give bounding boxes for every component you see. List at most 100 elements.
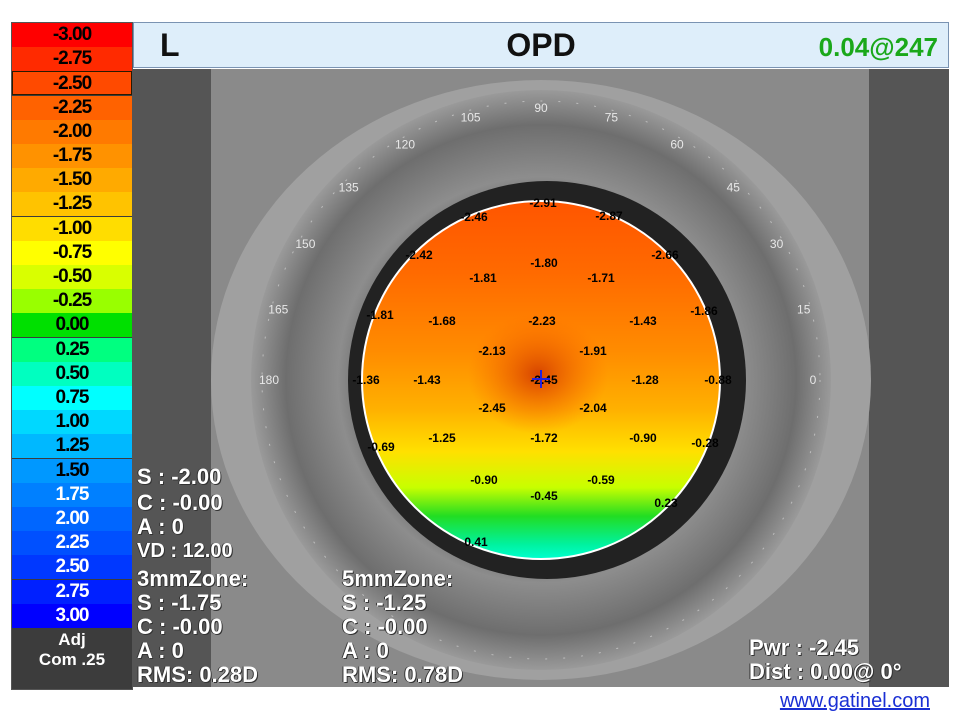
axis-label: 0 xyxy=(810,373,817,387)
axis-label: 135 xyxy=(339,181,359,195)
zone5-sphere: S : -1.25 xyxy=(342,590,427,615)
scale-swatch[interactable]: -2.00 xyxy=(12,119,132,144)
scale-swatch[interactable]: 2.50 xyxy=(12,555,132,580)
map-value: -1.36 xyxy=(352,373,380,387)
axis-label: 90 xyxy=(534,101,548,115)
crosshair-icon xyxy=(532,370,550,388)
scale-swatch[interactable]: 2.25 xyxy=(12,531,132,556)
map-value: -2.42 xyxy=(405,248,433,262)
scale-swatch[interactable]: -0.25 xyxy=(12,289,132,314)
map-value: -0.88 xyxy=(704,373,732,387)
axis-label: 15 xyxy=(797,303,811,317)
left-panel-vd: VD : 12.00 xyxy=(137,540,233,562)
map-header: L OPD 0.04@247 xyxy=(133,22,949,68)
zone3-cylinder: C : -0.00 xyxy=(137,614,223,639)
scale-swatch[interactable]: 3.00 xyxy=(12,603,132,628)
scale-swatch[interactable]: -2.25 xyxy=(12,95,132,120)
scale-swatch[interactable]: 1.00 xyxy=(12,410,132,435)
map-value: -0.90 xyxy=(470,473,498,487)
axis-tick-ring xyxy=(261,100,821,660)
map-value: -1.28 xyxy=(631,373,659,387)
scale-swatch[interactable]: -2.75 xyxy=(12,47,132,72)
map-value: -1.25 xyxy=(428,431,456,445)
scale-swatch[interactable]: -0.50 xyxy=(12,265,132,289)
map-value: -2.87 xyxy=(595,209,623,223)
axis-labels: 0 15 30 45 60 75 90 105 120 135 150 165 180 xyxy=(259,101,817,387)
zone3-title: 3mmZone: xyxy=(137,566,249,591)
zone3-axis: A : 0 xyxy=(137,638,184,663)
map-value: -1.43 xyxy=(629,314,657,328)
map-value: -1.91 xyxy=(579,344,607,358)
opd-map-area[interactable]: 0 15 30 45 60 75 90 105 120 135 150 165 180 -2.91 -2.… xyxy=(133,69,949,687)
map-value: -0.69 xyxy=(367,440,395,454)
map-value: -1.43 xyxy=(413,373,441,387)
left-panel-cylinder: C : -0.00 xyxy=(137,490,223,515)
map-value: 0.23 xyxy=(654,496,678,510)
map-value: -2.66 xyxy=(651,248,679,262)
map-value: -1.81 xyxy=(469,271,497,285)
color-scale: Adj Com .25 -3.00 -2.75 -2.50 -2.25 -2.00 -1.… xyxy=(11,22,133,690)
axis-label: 180 xyxy=(259,373,279,387)
scale-swatch[interactable]: -1.50 xyxy=(12,168,132,193)
map-value: -0.90 xyxy=(629,431,657,445)
map-title: OPD xyxy=(506,27,576,63)
map-value: -2.45 xyxy=(478,401,506,415)
scale-swatch[interactable]: -2.50 xyxy=(12,71,132,96)
map-value: -2.04 xyxy=(579,401,607,415)
scale-swatch[interactable]: 0.25 xyxy=(12,337,132,362)
scale-swatch[interactable]: 2.75 xyxy=(12,579,132,604)
map-value: 0.41 xyxy=(464,535,488,549)
scale-swatch[interactable]: 2.00 xyxy=(12,507,132,531)
map-value: -1.71 xyxy=(587,271,615,285)
axis-label: 75 xyxy=(605,110,619,124)
zone5-axis: A : 0 xyxy=(342,638,389,663)
scale-swatch[interactable]: -3.00 xyxy=(12,23,132,47)
map-value: -0.45 xyxy=(530,489,558,503)
pupil-center-info: 0.04@247 xyxy=(818,32,938,62)
scale-swatch[interactable]: 0.00 xyxy=(12,313,132,338)
zone5-rms: RMS: 0.78D xyxy=(342,662,464,687)
eye-label: L xyxy=(160,27,180,63)
zone3-sphere: S : -1.75 xyxy=(137,590,222,615)
map-value: -1.81 xyxy=(366,308,394,322)
map-value: -2.91 xyxy=(529,196,557,210)
zone3-rms: RMS: 0.28D xyxy=(137,662,259,687)
scale-swatch[interactable]: 1.25 xyxy=(12,434,132,459)
map-value: -0.28 xyxy=(691,436,719,450)
credit-link[interactable]: www.gatinel.com xyxy=(779,690,930,712)
map-value: -2.13 xyxy=(478,344,506,358)
map-value: -1.68 xyxy=(428,314,456,328)
axis-label: 150 xyxy=(295,237,315,251)
adj-label: Adj xyxy=(58,630,86,649)
axis-label: 45 xyxy=(727,181,741,195)
zone5-title: 5mmZone: xyxy=(342,566,454,591)
map-value: -1.80 xyxy=(530,256,558,270)
axis-label: 30 xyxy=(770,237,784,251)
map-value: -2.23 xyxy=(528,314,556,328)
map-value: -1.72 xyxy=(530,431,558,445)
axis-label: 60 xyxy=(670,137,684,151)
left-panel-sphere: S : -2.00 xyxy=(137,464,222,489)
scale-swatch[interactable]: 1.50 xyxy=(12,458,132,483)
scale-swatch[interactable]: -1.00 xyxy=(12,216,132,241)
scale-swatch[interactable]: -0.75 xyxy=(12,240,132,265)
scale-swatch[interactable]: 0.75 xyxy=(12,386,132,410)
adjustment-label: Adj Com .25 xyxy=(12,630,132,670)
cursor-power: Pwr : -2.45 xyxy=(749,635,860,660)
axis-label: 165 xyxy=(268,303,288,317)
scale-swatch[interactable]: 1.75 xyxy=(12,482,132,507)
scale-swatch[interactable]: -1.75 xyxy=(12,144,132,168)
map-value: -2.46 xyxy=(460,210,488,224)
map-value: -0.59 xyxy=(587,473,615,487)
cursor-distance: Dist : 0.00@ 0° xyxy=(749,659,902,684)
zone5-cylinder: C : -0.00 xyxy=(342,614,428,639)
com-label: Com .25 xyxy=(38,650,106,669)
map-values: -2.91 -2.46 -2.87 -2.42 -1.80 -2.66 -1.81 -1.71… xyxy=(352,196,732,549)
scale-swatch[interactable]: -1.25 xyxy=(12,192,132,217)
scale-swatch[interactable]: 0.50 xyxy=(12,361,132,386)
left-panel-axis: A : 0 xyxy=(137,514,184,539)
axis-label: 105 xyxy=(461,110,481,124)
pupil-outline xyxy=(361,200,721,560)
map-value: -1.86 xyxy=(690,304,718,318)
